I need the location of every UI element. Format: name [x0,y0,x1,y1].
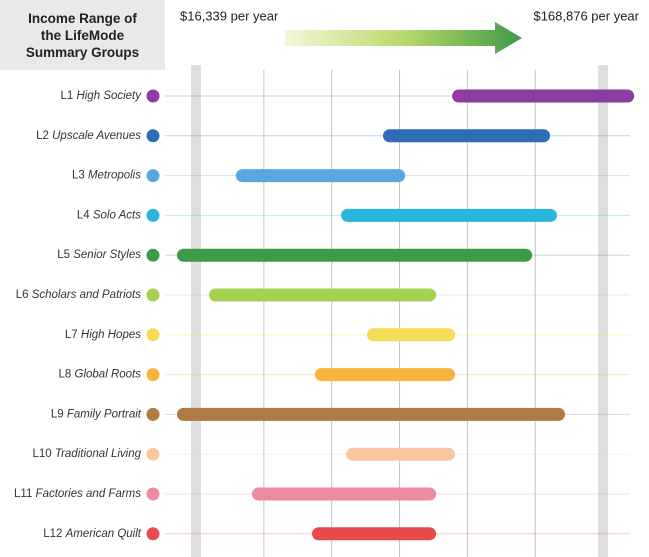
range-bar [314,368,456,382]
category-label: L11 Factories and Farms [14,488,141,500]
category-label: L2 Upscale Avenues [36,130,141,142]
direction-arrow [285,22,522,54]
range-bar [311,527,437,541]
legend-dot [146,447,160,461]
range-bar [176,407,566,421]
legend-dot [146,328,160,342]
category-label: L5 Senior Styles [57,249,141,261]
category-label: L10 Traditional Living [33,448,142,460]
legend-dot [146,248,160,262]
legend-dot [146,89,160,103]
category-label: L4 Solo Acts [77,209,141,221]
range-bar [382,129,551,143]
range-bar [235,169,406,183]
range-bar [346,447,456,461]
legend-dot [146,368,160,382]
legend-dot [146,527,160,541]
category-label: L6 Scholars and Patriots [16,289,142,301]
category-label: L12 American Quilt [43,528,142,540]
category-label: L9 Family Portrait [51,408,142,420]
legend-dot [146,288,160,302]
legend-dot [146,407,160,421]
legend-dot [146,487,160,501]
legend-dot [146,129,160,143]
legend-dot [146,208,160,222]
x-tick-label: $16,339 per year [180,8,279,23]
category-label: L7 High Hopes [65,329,141,341]
range-bar [208,288,437,302]
category-label: L1 High Society [60,90,142,102]
range-bar [341,208,557,222]
range-bar [176,248,533,262]
x-tick-label: $168,876 per year [533,8,639,23]
title-box: Income Range of the LifeMode Summary Gro… [0,0,165,70]
range-bar [251,487,437,501]
range-bar [452,89,635,103]
category-label: L3 Metropolis [72,170,141,182]
legend-dot [146,169,160,183]
chart-title: Income Range of the LifeMode Summary Gro… [25,10,140,60]
range-bar [366,328,456,342]
category-label: L8 Global Roots [59,369,142,381]
